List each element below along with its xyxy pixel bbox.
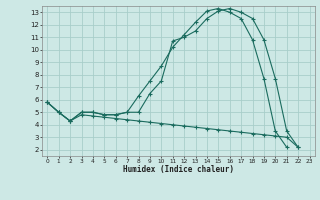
X-axis label: Humidex (Indice chaleur): Humidex (Indice chaleur)	[123, 165, 234, 174]
